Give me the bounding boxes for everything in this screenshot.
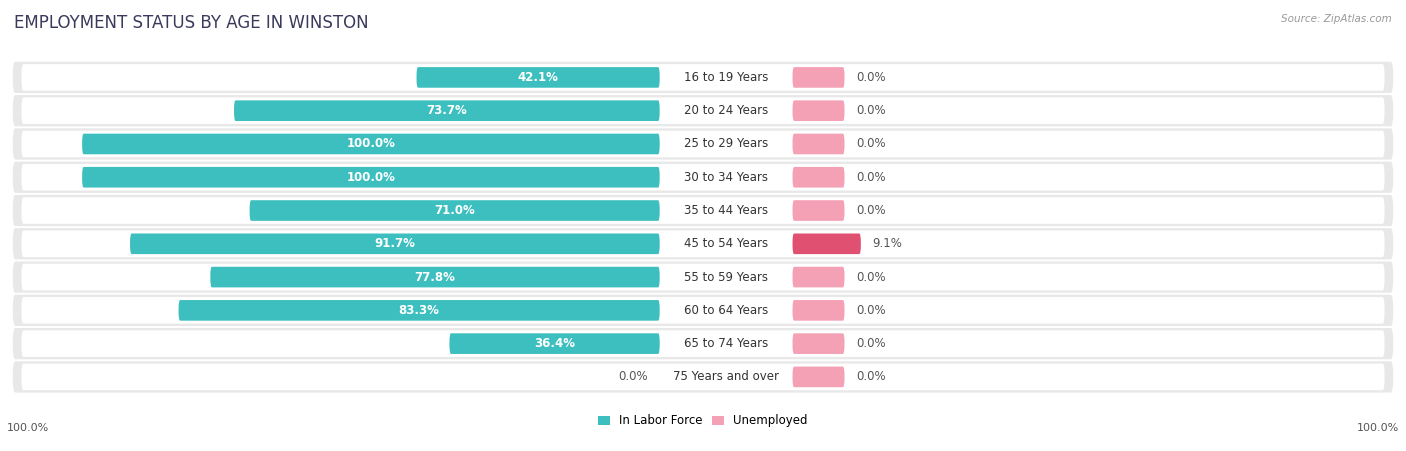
FancyBboxPatch shape — [793, 167, 845, 188]
Text: 60 to 64 Years: 60 to 64 Years — [683, 304, 768, 317]
FancyBboxPatch shape — [211, 267, 659, 287]
FancyBboxPatch shape — [21, 297, 1385, 324]
FancyBboxPatch shape — [82, 167, 659, 188]
Text: 83.3%: 83.3% — [399, 304, 440, 317]
Text: 30 to 34 Years: 30 to 34 Years — [685, 171, 768, 184]
FancyBboxPatch shape — [793, 67, 845, 88]
FancyBboxPatch shape — [13, 195, 1393, 226]
Text: 0.0%: 0.0% — [856, 104, 886, 117]
Text: 0.0%: 0.0% — [856, 138, 886, 151]
FancyBboxPatch shape — [13, 328, 1393, 359]
Text: 100.0%: 100.0% — [346, 171, 395, 184]
Text: 20 to 24 Years: 20 to 24 Years — [683, 104, 768, 117]
Text: 0.0%: 0.0% — [856, 304, 886, 317]
FancyBboxPatch shape — [21, 197, 1385, 224]
FancyBboxPatch shape — [13, 161, 1393, 193]
Text: 77.8%: 77.8% — [415, 271, 456, 284]
FancyBboxPatch shape — [21, 230, 1385, 257]
Text: 65 to 74 Years: 65 to 74 Years — [683, 337, 768, 350]
FancyBboxPatch shape — [793, 101, 845, 121]
FancyBboxPatch shape — [13, 361, 1393, 392]
FancyBboxPatch shape — [13, 295, 1393, 326]
FancyBboxPatch shape — [793, 200, 845, 221]
Text: Source: ZipAtlas.com: Source: ZipAtlas.com — [1281, 14, 1392, 23]
FancyBboxPatch shape — [21, 330, 1385, 357]
Text: 0.0%: 0.0% — [856, 271, 886, 284]
Text: 71.0%: 71.0% — [434, 204, 475, 217]
FancyBboxPatch shape — [179, 300, 659, 321]
FancyBboxPatch shape — [82, 133, 659, 154]
Text: 0.0%: 0.0% — [856, 337, 886, 350]
Text: 75 Years and over: 75 Years and over — [673, 370, 779, 383]
Text: 100.0%: 100.0% — [7, 423, 49, 433]
Text: 0.0%: 0.0% — [619, 370, 648, 383]
Text: 25 to 29 Years: 25 to 29 Years — [683, 138, 768, 151]
FancyBboxPatch shape — [21, 364, 1385, 390]
FancyBboxPatch shape — [13, 262, 1393, 293]
Text: 0.0%: 0.0% — [856, 204, 886, 217]
FancyBboxPatch shape — [793, 133, 845, 154]
FancyBboxPatch shape — [21, 131, 1385, 157]
FancyBboxPatch shape — [250, 200, 659, 221]
FancyBboxPatch shape — [21, 164, 1385, 191]
FancyBboxPatch shape — [793, 333, 845, 354]
Text: 45 to 54 Years: 45 to 54 Years — [685, 237, 768, 250]
Text: 42.1%: 42.1% — [517, 71, 558, 84]
Legend: In Labor Force, Unemployed: In Labor Force, Unemployed — [593, 410, 813, 432]
FancyBboxPatch shape — [13, 129, 1393, 160]
Text: 9.1%: 9.1% — [872, 237, 903, 250]
FancyBboxPatch shape — [233, 101, 659, 121]
FancyBboxPatch shape — [21, 64, 1385, 91]
FancyBboxPatch shape — [13, 62, 1393, 93]
Text: 0.0%: 0.0% — [856, 171, 886, 184]
Text: 0.0%: 0.0% — [856, 71, 886, 84]
FancyBboxPatch shape — [13, 95, 1393, 126]
FancyBboxPatch shape — [793, 367, 845, 387]
FancyBboxPatch shape — [793, 234, 860, 254]
Text: 55 to 59 Years: 55 to 59 Years — [685, 271, 768, 284]
Text: 35 to 44 Years: 35 to 44 Years — [685, 204, 768, 217]
Text: 16 to 19 Years: 16 to 19 Years — [683, 71, 768, 84]
Text: 100.0%: 100.0% — [346, 138, 395, 151]
FancyBboxPatch shape — [793, 267, 845, 287]
FancyBboxPatch shape — [21, 264, 1385, 290]
FancyBboxPatch shape — [13, 228, 1393, 259]
Text: EMPLOYMENT STATUS BY AGE IN WINSTON: EMPLOYMENT STATUS BY AGE IN WINSTON — [14, 14, 368, 32]
Text: 36.4%: 36.4% — [534, 337, 575, 350]
Text: 73.7%: 73.7% — [426, 104, 467, 117]
Text: 0.0%: 0.0% — [856, 370, 886, 383]
Text: 100.0%: 100.0% — [1357, 423, 1399, 433]
FancyBboxPatch shape — [793, 300, 845, 321]
FancyBboxPatch shape — [450, 333, 659, 354]
FancyBboxPatch shape — [21, 97, 1385, 124]
FancyBboxPatch shape — [129, 234, 659, 254]
Text: 91.7%: 91.7% — [374, 237, 415, 250]
FancyBboxPatch shape — [416, 67, 659, 88]
